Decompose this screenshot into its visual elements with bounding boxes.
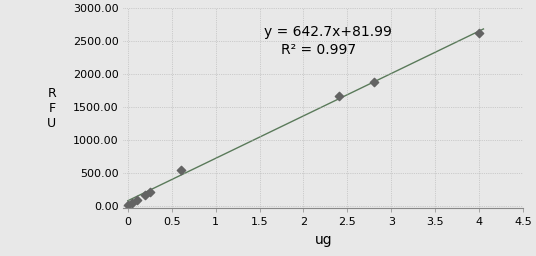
Point: [334, 94, 343, 98]
Point: [128, 200, 137, 205]
Point: [145, 190, 154, 194]
Point: [475, 31, 483, 35]
Point: [176, 168, 185, 172]
Point: [141, 193, 150, 197]
Point: [132, 197, 141, 201]
X-axis label: ug: ug: [315, 233, 332, 247]
Point: [369, 80, 378, 84]
Y-axis label: R
F
U: R F U: [47, 87, 56, 130]
Text: R² = 0.997: R² = 0.997: [281, 43, 356, 57]
Text: y = 642.7x+81.99: y = 642.7x+81.99: [264, 25, 392, 39]
Point: [124, 204, 132, 208]
